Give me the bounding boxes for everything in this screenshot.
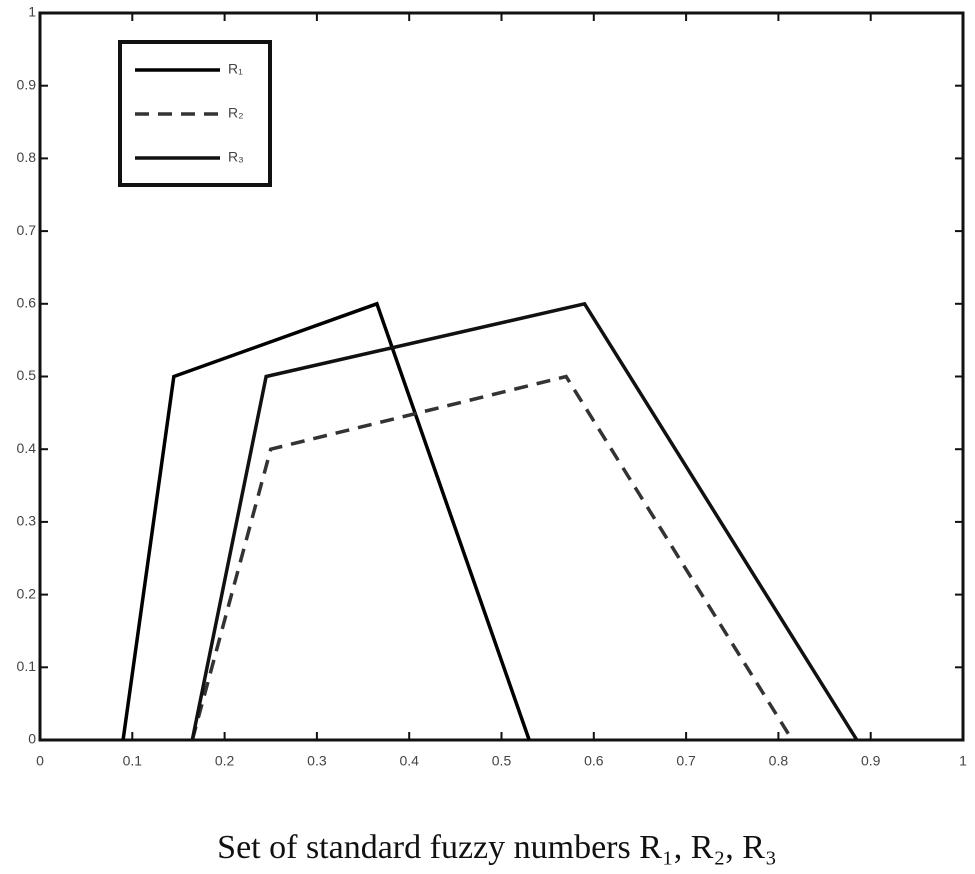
x-tick-label: 0.9 <box>861 753 881 769</box>
y-tick-label: 0 <box>28 731 36 747</box>
y-tick-label: 0.8 <box>17 149 37 165</box>
y-tick-label: 0.3 <box>17 513 37 529</box>
x-tick-label: 0.7 <box>676 753 696 769</box>
x-tick-label: 1 <box>959 753 967 769</box>
legend-label: R₂ <box>228 105 244 121</box>
y-tick-label: 0.7 <box>17 222 37 238</box>
x-tick-label: 0.6 <box>584 753 604 769</box>
x-tick-label: 0.5 <box>492 753 512 769</box>
legend-label: R₃ <box>228 149 244 165</box>
y-tick-label: 0.6 <box>17 295 37 311</box>
x-tick-label: 0.2 <box>215 753 235 769</box>
y-tick-label: 0.1 <box>17 658 37 674</box>
x-tick-label: 0.1 <box>123 753 143 769</box>
x-tick-label: 0 <box>36 753 44 769</box>
x-tick-label: 0.8 <box>769 753 789 769</box>
y-tick-label: 0.4 <box>17 440 37 456</box>
caption: Set of standard fuzzy numbers R₁, R₂, R₃ <box>217 829 777 866</box>
series-line <box>190 301 859 741</box>
y-tick-label: 1 <box>28 4 36 20</box>
y-tick-label: 0.2 <box>17 585 37 601</box>
y-tick-label: 0.9 <box>17 76 37 92</box>
y-tick-label: 0.5 <box>17 367 37 383</box>
series-line <box>190 374 794 741</box>
x-tick-label: 0.3 <box>307 753 327 769</box>
legend-label: R₁ <box>228 61 243 77</box>
series-line <box>121 301 531 741</box>
x-tick-label: 0.4 <box>399 753 419 769</box>
